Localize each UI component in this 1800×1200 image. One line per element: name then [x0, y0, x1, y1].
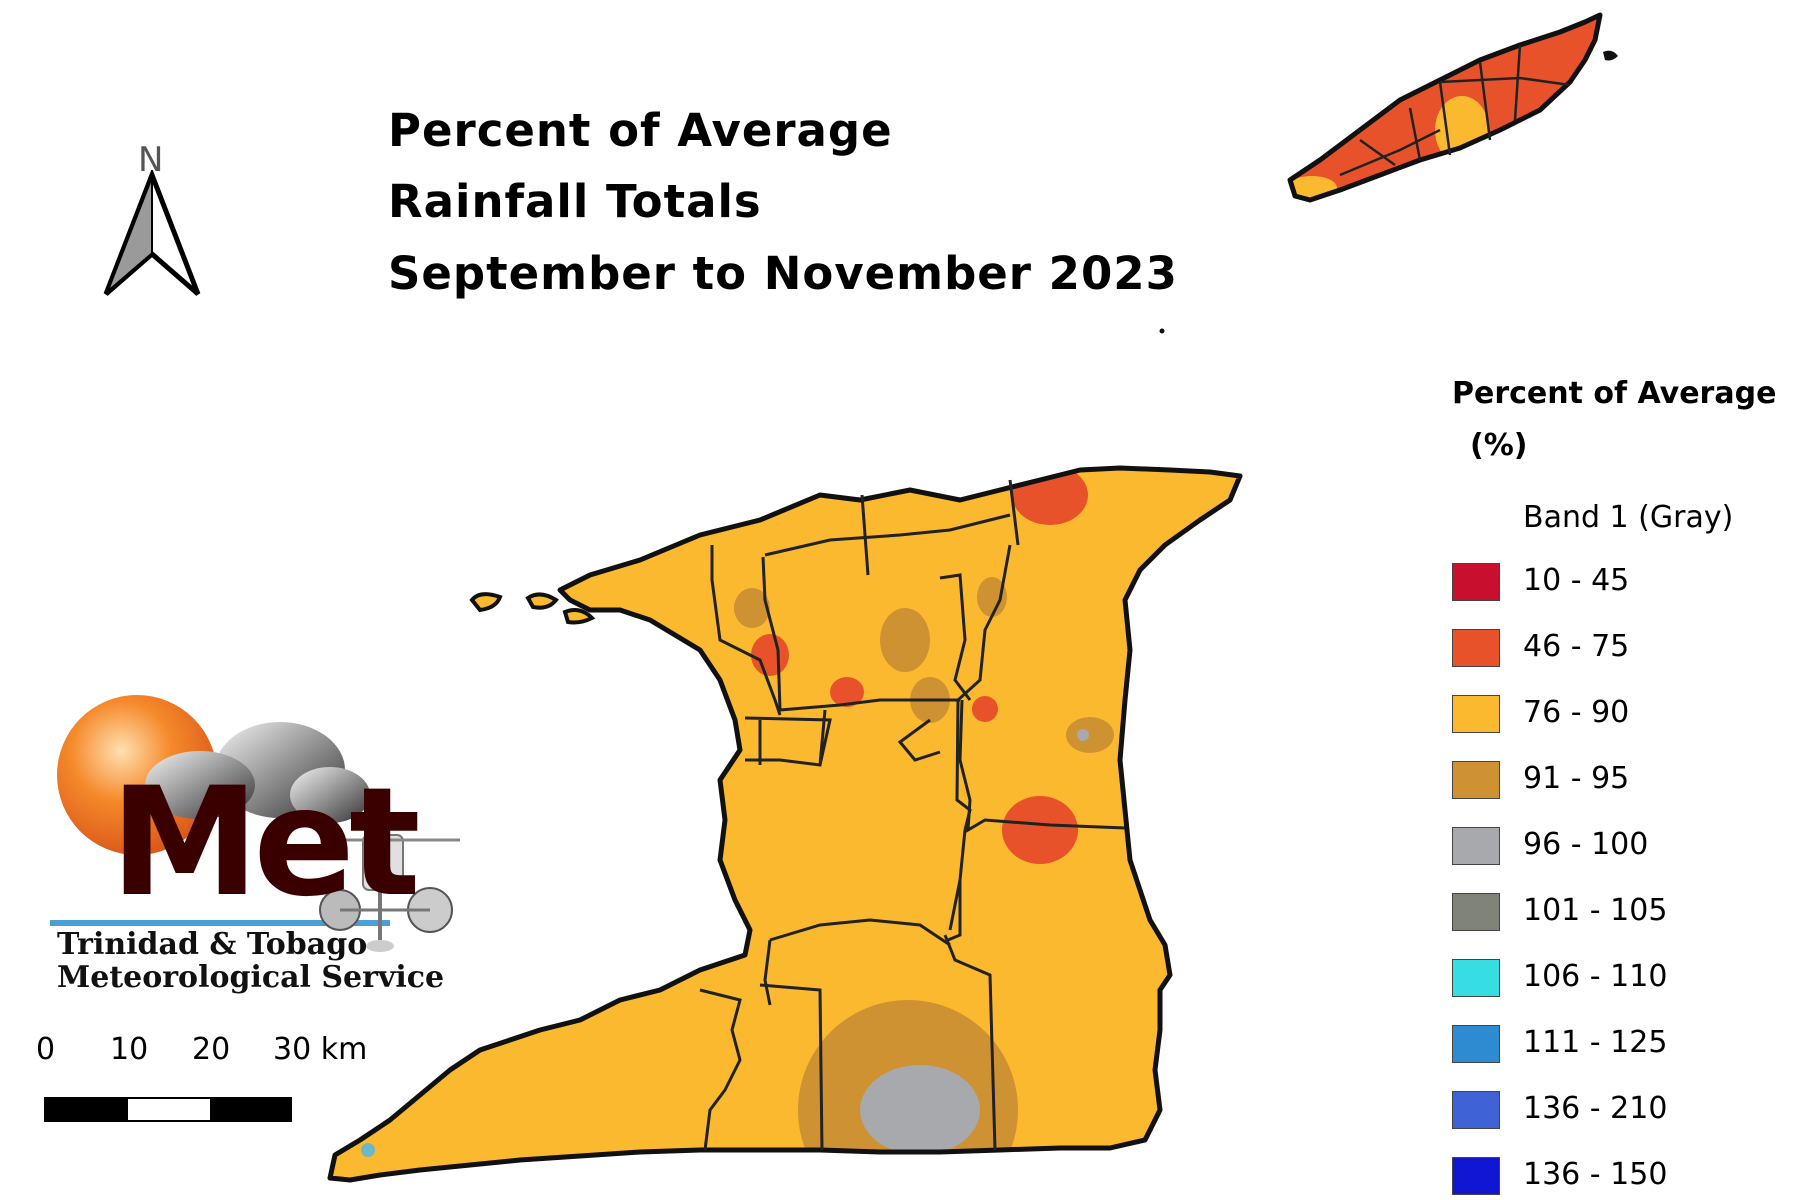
- logo-org-line-1: Trinidad & Tobago: [57, 927, 368, 962]
- legend-swatch: [1452, 827, 1500, 865]
- scale-bar: [44, 1097, 292, 1122]
- map-title-line-2: Rainfall Totals: [388, 175, 762, 228]
- legend-label: 10 - 45: [1523, 563, 1630, 598]
- legend-swatch: [1452, 563, 1500, 601]
- logo-org-line-2: Meteorological Service: [57, 960, 445, 995]
- legend-label: 106 - 110: [1523, 959, 1668, 994]
- zone-46-75: [830, 677, 864, 707]
- cloud-icon: [145, 722, 370, 823]
- zone-46-75: [1012, 468, 1088, 525]
- legend-swatch: [1452, 695, 1500, 733]
- weather-instrument-icon: [319, 834, 460, 952]
- north-arrow-icon: [103, 170, 201, 296]
- legend-label: 46 - 75: [1523, 629, 1630, 664]
- logo-text: Met: [110, 756, 421, 930]
- zone-96-100: [1077, 729, 1089, 741]
- zone-46-75: [751, 634, 789, 676]
- legend-swatch: [1452, 629, 1500, 667]
- legend-swatch: [1452, 893, 1500, 931]
- legend-label: 76 - 90: [1523, 695, 1630, 730]
- scale-tick-30: 30 km: [273, 1032, 368, 1067]
- zone-96-100: [361, 1143, 375, 1157]
- legend-label: 136 - 150: [1523, 1157, 1668, 1192]
- legend-label: 101 - 105: [1523, 893, 1668, 928]
- legend-swatch: [1452, 1091, 1500, 1129]
- legend-swatch: [1452, 1025, 1500, 1063]
- legend-band-label: Band 1 (Gray): [1523, 500, 1734, 535]
- zone-96-100: [860, 1065, 980, 1155]
- zone-91-95: [880, 608, 930, 672]
- map-title-line-3: September to November 2023: [388, 247, 1178, 300]
- zone-91-95: [1066, 717, 1114, 753]
- scale-tick-10: 10: [110, 1032, 149, 1067]
- legend-swatch: [1452, 761, 1500, 799]
- zone-91-95: [734, 588, 770, 628]
- legend-title: Percent of Average: [1452, 376, 1777, 411]
- met-logo: [50, 695, 460, 952]
- legend-swatch: [1452, 959, 1500, 997]
- legend-swatch: [1452, 1157, 1500, 1195]
- zone-46-75: [1002, 796, 1078, 864]
- zone-91-95: [977, 577, 1007, 617]
- scale-tick-0: 0: [36, 1032, 56, 1067]
- legend-label: 111 - 125: [1523, 1025, 1668, 1060]
- scale-tick-20: 20: [192, 1032, 231, 1067]
- legend-label: 91 - 95: [1523, 761, 1630, 796]
- zone-46-75: [972, 696, 998, 722]
- map-title-line-1: Percent of Average: [388, 104, 893, 157]
- legend-label: 96 - 100: [1523, 827, 1649, 862]
- legend-unit: (%): [1470, 428, 1528, 463]
- legend-label: 136 - 210: [1523, 1091, 1668, 1126]
